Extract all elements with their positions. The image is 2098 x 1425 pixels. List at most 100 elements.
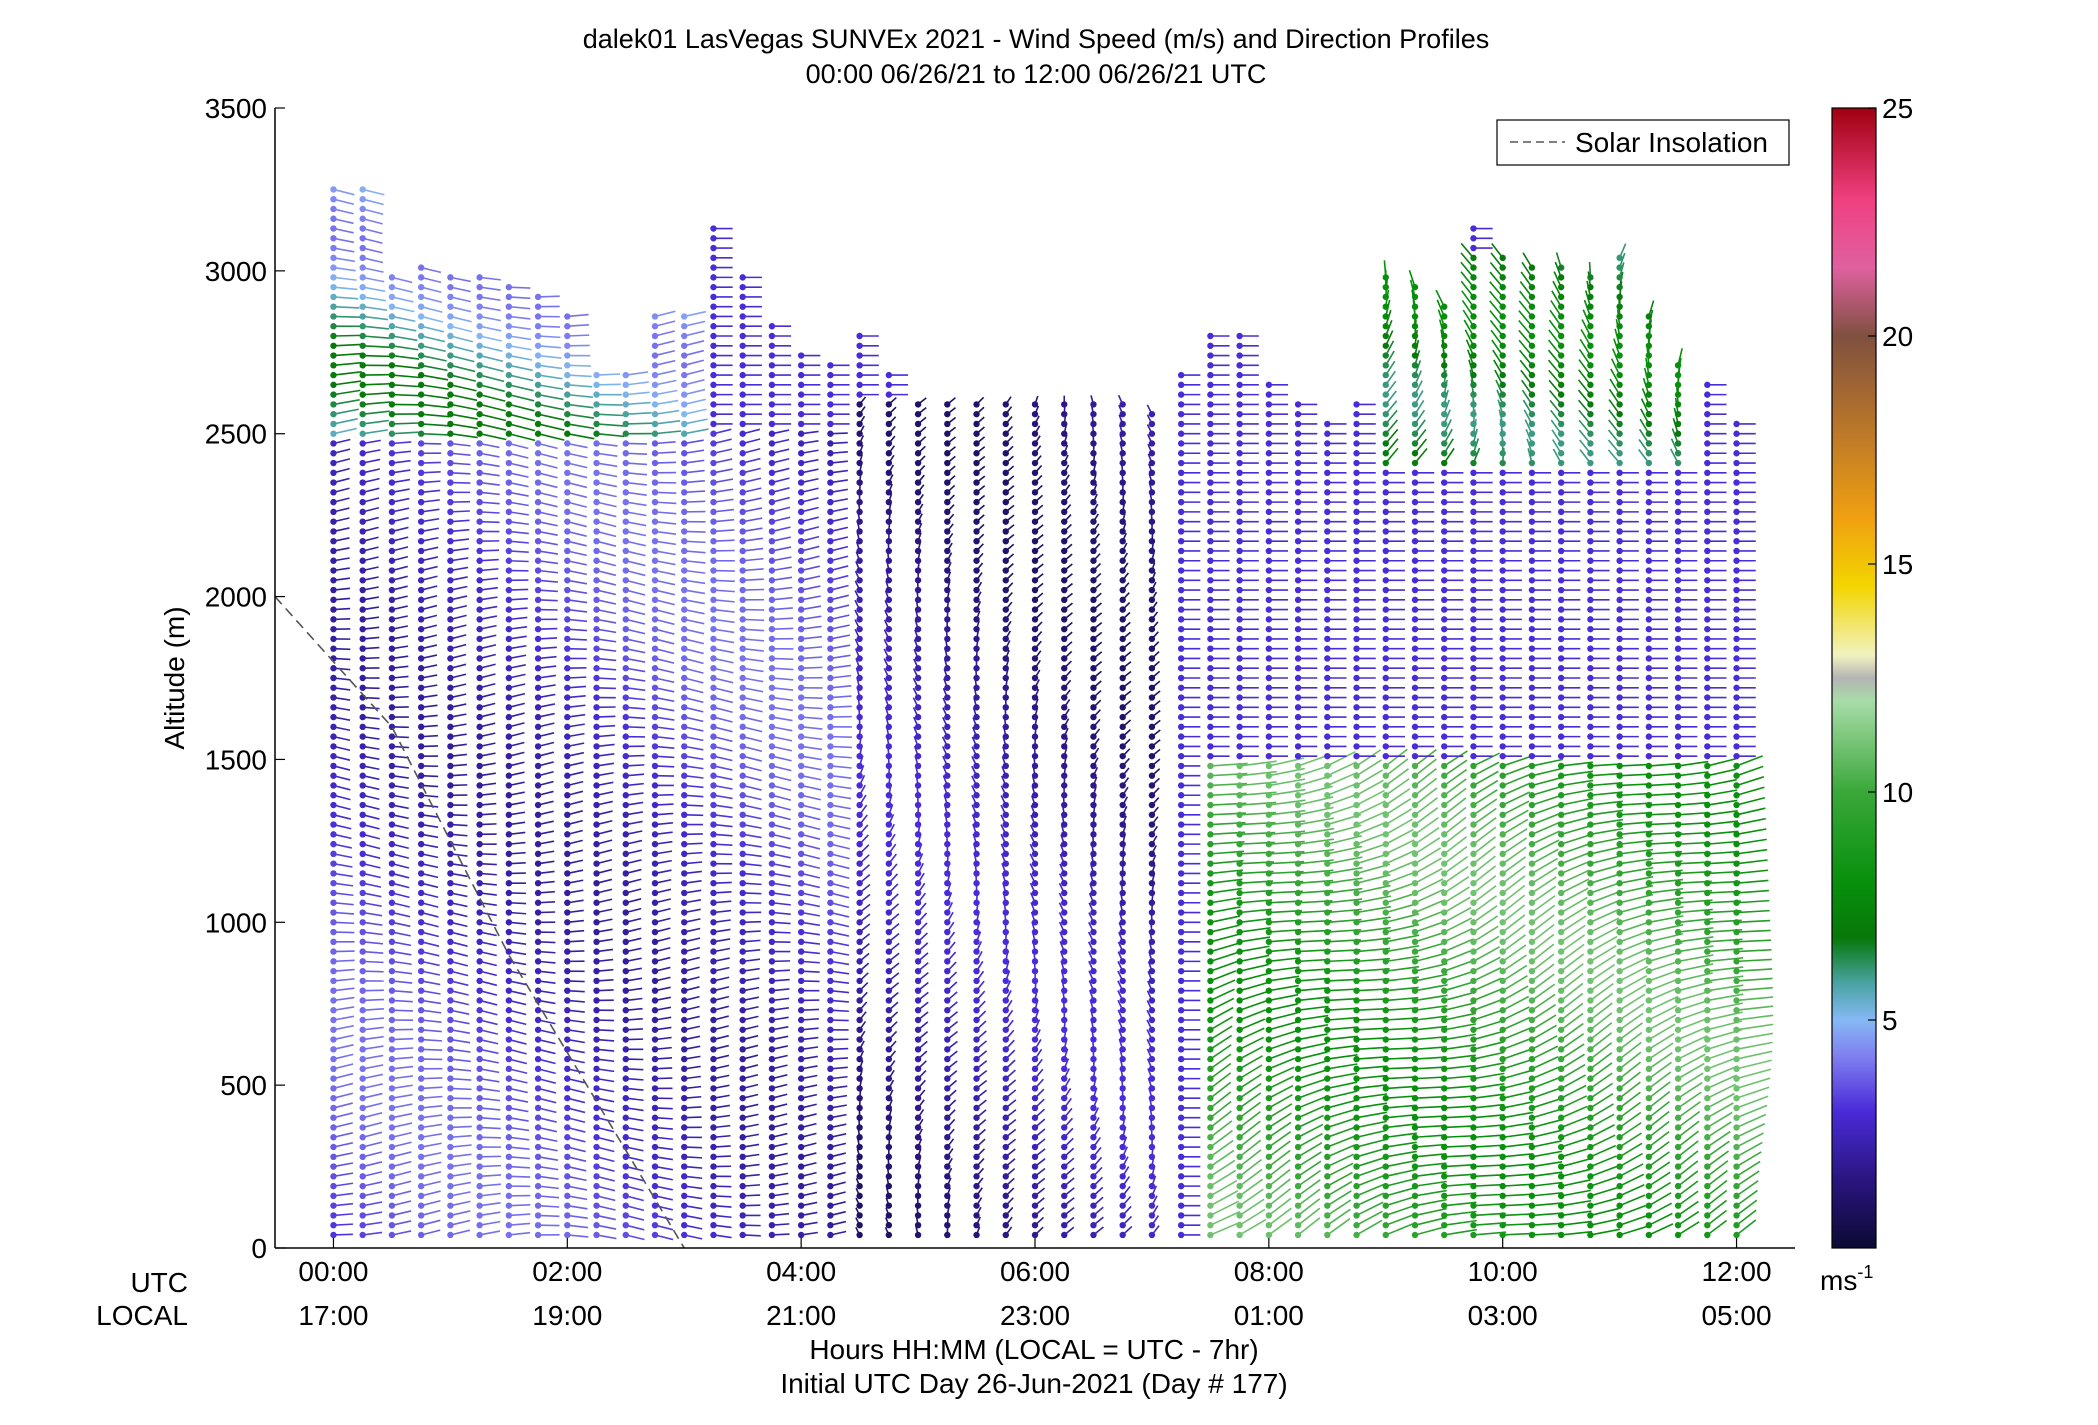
wind-barb [479, 1116, 501, 1121]
wind-barb [684, 735, 704, 742]
wind-barb-dot [739, 762, 746, 770]
wind-barb [508, 1136, 530, 1141]
wind-barb-dot [417, 303, 425, 310]
wind-barb [391, 354, 420, 360]
wind-barb [508, 1097, 529, 1103]
wind-barb [684, 745, 704, 751]
wind-barb-dot [944, 752, 951, 760]
wind-barb-dot [827, 772, 834, 779]
wind-barb-dot [564, 635, 571, 643]
wind-barb [713, 745, 733, 752]
wind-barb-dot [856, 1153, 863, 1161]
wind-barb-dot [768, 1016, 776, 1024]
wind-barb-dot [593, 1036, 600, 1043]
wind-barb-dot [797, 528, 805, 535]
wind-barb-dot [622, 1016, 629, 1024]
wind-barb-dot [330, 801, 337, 809]
wind-barb-dot [534, 1026, 542, 1033]
wind-barb-dot [651, 450, 659, 457]
wind-barb-dot [1031, 645, 1039, 652]
wind-barb-dot [914, 625, 922, 633]
wind-barb [333, 1015, 355, 1021]
wind-barb-dot [739, 293, 746, 301]
wind-barb [391, 1093, 413, 1099]
wind-barb-dot [447, 596, 454, 604]
wind-barb-dot [447, 1173, 454, 1180]
wind-barb [684, 599, 705, 605]
wind-barb-dot [564, 684, 571, 691]
wind-barb-dot [447, 1055, 454, 1063]
wind-barb [333, 427, 357, 435]
wind-barb-dot [797, 1104, 805, 1112]
wind-barb-dot [447, 518, 454, 525]
wind-barb-dot [1061, 1046, 1068, 1053]
wind-barb-dot [476, 1075, 483, 1082]
wind-barb [596, 511, 617, 518]
wind-barb-dot [534, 674, 542, 682]
wind-barb-dot [534, 293, 542, 301]
wind-barb-dot [1002, 987, 1009, 994]
wind-barb-dot [710, 665, 717, 672]
wind-barb-dot [739, 723, 746, 731]
wind-barb-dot [710, 880, 717, 887]
wind-barb [333, 1132, 353, 1139]
wind-barb [538, 1204, 560, 1208]
wind-barb-dot [827, 909, 834, 916]
wind-barb [567, 540, 587, 547]
wind-barb [713, 539, 735, 542]
wind-barb-dot [593, 616, 600, 623]
wind-barb [362, 1064, 384, 1070]
wind-barb-dot [768, 352, 776, 359]
wind-barb-dot [476, 958, 483, 965]
wind-barb-dot [564, 342, 571, 349]
wind-barb-dot [885, 508, 893, 516]
wind-barb-dot [505, 371, 513, 379]
wind-barb-dot [447, 1143, 454, 1151]
wind-barb-dot [417, 332, 425, 340]
wind-barb-dot [593, 606, 600, 613]
wind-barb-dot [1002, 1182, 1009, 1190]
wind-barb-dot [505, 958, 513, 965]
wind-barb-dot [359, 811, 366, 818]
wind-barb [508, 403, 535, 412]
wind-barb-dot [447, 323, 454, 330]
wind-barb-dot [564, 1094, 571, 1102]
wind-barb-dot [827, 645, 834, 652]
wind-barb [362, 401, 391, 406]
wind-barb-dot [681, 313, 688, 320]
wind-barb [830, 654, 851, 660]
wind-barb-dot [447, 1192, 454, 1200]
wind-barb-dot [681, 977, 688, 985]
wind-barb-dot [593, 508, 600, 516]
wind-barb [771, 617, 794, 621]
wind-barb [596, 373, 621, 376]
wind-barb-dot [417, 567, 425, 574]
wind-barb-dot [476, 723, 483, 731]
wind-profile [564, 313, 595, 1239]
wind-barb-dot [914, 1153, 922, 1161]
wind-barb-dot [388, 860, 396, 867]
wind-barb-dot [681, 684, 688, 691]
wind-barb [771, 823, 791, 830]
wind-barb-dot [564, 567, 571, 574]
wind-barb-dot [885, 498, 893, 506]
wind-barb-dot [534, 967, 542, 975]
wind-barb-dot [622, 850, 629, 858]
wind-barb-dot [534, 723, 542, 731]
wind-barb-dot [593, 723, 600, 731]
wind-barb-dot [564, 577, 571, 584]
wind-barb-dot [710, 264, 717, 271]
wind-barb-dot [564, 401, 571, 408]
wind-barb-dot [827, 401, 834, 408]
wind-barb-dot [885, 459, 893, 467]
wind-barb [508, 286, 531, 289]
wind-barb-dot [593, 840, 600, 848]
wind-barb-dot [681, 635, 688, 643]
wind-barb-dot [651, 635, 659, 643]
wind-barb-dot [944, 1055, 951, 1063]
wind-barb-dot [681, 1212, 688, 1219]
wind-barb-dot [739, 752, 746, 760]
wind-barb-dot [1002, 459, 1009, 467]
wind-barb-dot [739, 625, 746, 633]
wind-barb-dot [417, 1007, 425, 1014]
